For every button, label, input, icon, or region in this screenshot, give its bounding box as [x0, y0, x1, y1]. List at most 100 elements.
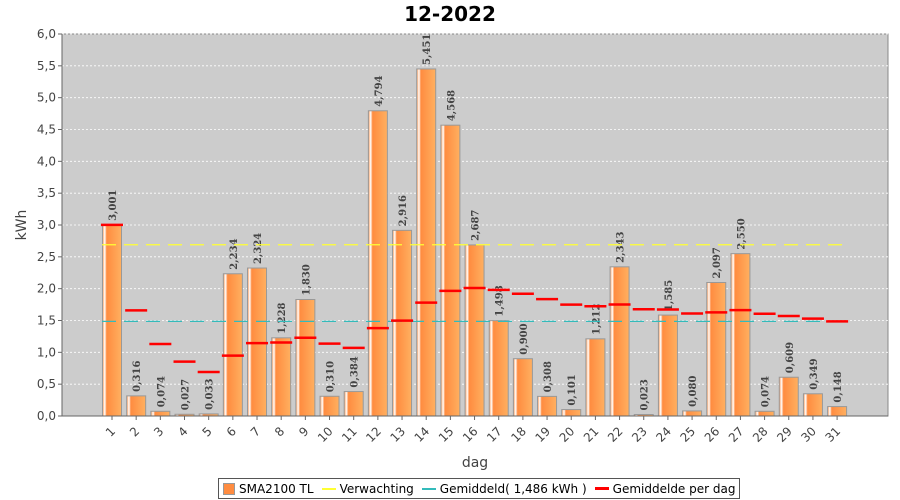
x-tick-label: 22	[605, 424, 626, 445]
data-label: 2,324	[253, 233, 264, 264]
x-tick-label: 16	[460, 424, 481, 445]
data-label: 0,033	[205, 379, 216, 410]
data-label: 0,023	[640, 379, 651, 410]
x-tick-label: 11	[339, 424, 360, 445]
data-label: 0,074	[761, 376, 772, 407]
legend-label: Gemiddeld( 1,486 kWh )	[439, 481, 587, 496]
data-label: 2,687	[471, 210, 482, 241]
bar-day-8	[271, 337, 292, 417]
legend-swatch	[594, 487, 609, 490]
bar-day-9	[295, 298, 316, 417]
bar-day-1	[102, 224, 122, 417]
y-tick-label: 2,5	[37, 250, 56, 264]
data-label: 0,349	[809, 358, 820, 389]
x-tick-label: 29	[774, 424, 795, 445]
legend-item: Verwachting	[321, 481, 414, 496]
x-tick-label: 1	[103, 424, 118, 439]
data-label: 0,148	[833, 371, 844, 402]
data-label: 1,585	[664, 280, 675, 311]
bar-day-15	[440, 124, 461, 417]
x-tick-label: 31	[823, 424, 844, 445]
y-tick-label: 6,0	[37, 27, 56, 41]
data-label: 0,308	[543, 361, 554, 392]
bar-day-31	[827, 406, 848, 417]
y-tick-label: 0,5	[37, 377, 56, 391]
x-tick-label: 2	[127, 424, 142, 439]
data-label: 0,310	[326, 361, 337, 392]
bar-day-28	[754, 410, 775, 417]
x-tick-label: 7	[248, 424, 263, 439]
y-tick-label: 3,5	[37, 186, 56, 200]
data-label: 2,550	[736, 218, 747, 249]
x-tick-label: 5	[199, 424, 214, 439]
bar-day-25	[682, 410, 703, 417]
data-label: 0,080	[688, 376, 699, 407]
data-label: 2,343	[616, 231, 627, 262]
y-tick-label: 4,0	[37, 154, 56, 168]
x-tick-label: 21	[581, 424, 602, 445]
bar-day-6	[222, 273, 243, 417]
data-label: 0,316	[132, 361, 143, 392]
legend-label: SMA2100 TL	[239, 481, 314, 496]
legend: SMA2100 TL Verwachting Gemiddeld( 1,486 kW…	[218, 478, 741, 499]
x-tick-label: 30	[798, 424, 819, 445]
data-label: 5,451	[422, 34, 433, 65]
data-label: 0,384	[350, 356, 361, 387]
y-tick-label: 0,0	[37, 409, 56, 423]
y-tick-label: 5,0	[37, 91, 56, 105]
x-tick-label: 27	[726, 424, 747, 445]
chart-title: 12-2022	[404, 2, 496, 26]
x-tick-label: 4	[175, 424, 190, 439]
x-tick-label: 8	[272, 424, 287, 439]
data-label: 1,212	[591, 303, 602, 334]
legend-swatch	[321, 487, 336, 490]
data-label: 0,609	[785, 342, 796, 373]
x-tick-label: 6	[224, 424, 239, 439]
x-tick-label: 18	[508, 424, 529, 445]
bar-day-18	[512, 358, 533, 417]
data-label: 4,568	[446, 90, 457, 121]
x-tick-label: 28	[750, 424, 771, 445]
data-label: 0,900	[519, 323, 530, 354]
x-tick-label: 25	[677, 424, 698, 445]
bar-day-12	[367, 110, 388, 417]
legend-item: Gemiddeld( 1,486 kWh )	[421, 481, 587, 496]
x-axis-label: dag	[462, 455, 488, 471]
bar-day-27	[730, 253, 751, 417]
x-tick-label: 24	[653, 424, 674, 445]
y-tick-label: 2,0	[37, 282, 56, 296]
bar-day-11	[343, 391, 364, 417]
data-label: 2,097	[712, 247, 723, 278]
bar-day-3	[150, 410, 171, 417]
legend-label: Gemiddelde per dag	[612, 481, 736, 496]
y-axis-label: kWh	[14, 210, 30, 241]
y-tick-label: 5,5	[37, 59, 56, 73]
x-tick-label: 13	[387, 424, 408, 445]
data-label: 2,234	[229, 238, 240, 269]
x-tick-label: 12	[363, 424, 384, 445]
bar-day-20	[561, 409, 582, 417]
data-label: 4,794	[374, 75, 385, 106]
bar-day-22	[609, 266, 630, 417]
legend-item: Gemiddelde per dag	[594, 481, 736, 496]
x-tick-label: 26	[702, 424, 723, 445]
bar-day-2	[126, 395, 147, 417]
data-label: 1,498	[495, 285, 506, 316]
y-tick-label: 4,5	[37, 123, 56, 137]
y-tick-label: 1,5	[37, 314, 56, 328]
legend-swatch	[223, 482, 235, 495]
bar-day-24	[657, 314, 678, 417]
data-label: 1,228	[277, 302, 288, 333]
legend-swatch	[421, 487, 436, 490]
x-tick-label: 23	[629, 424, 650, 445]
data-label: 1,830	[301, 264, 312, 295]
legend-item: SMA2100 TL	[223, 482, 314, 496]
x-tick-label: 10	[315, 424, 336, 445]
data-label: 2,916	[398, 195, 409, 226]
bar-day-21	[585, 338, 606, 417]
legend-label: Verwachting	[339, 481, 414, 496]
y-tick-label: 1,0	[37, 345, 56, 359]
x-tick-label: 14	[412, 424, 433, 445]
data-label: 0,101	[567, 374, 578, 405]
